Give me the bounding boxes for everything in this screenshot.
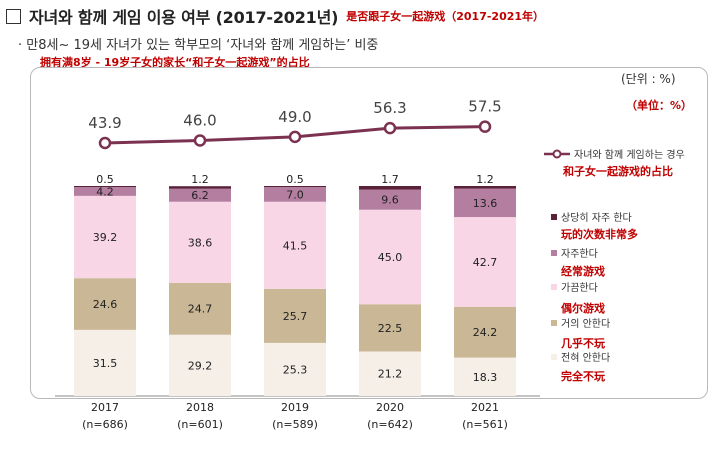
bar-segment-sometimes-2019: [264, 201, 326, 289]
legend-label-translation-often: 经常游戏: [561, 264, 605, 278]
x-sample-size-2019: (n=589): [272, 418, 318, 431]
data-label-never-2018: 29.2: [188, 359, 213, 372]
legend-line-label: 자녀와 함께 게임하는 경우: [574, 148, 685, 161]
data-label-rarely-2020: 22.5: [378, 322, 403, 335]
data-label-very_often-2020: 1.7: [381, 173, 399, 186]
legend-swatch-rarely: [551, 320, 557, 326]
chart-subtitle-text: 만8세~ 19세 자녀가 있는 학부모의 ‘자녀와 함께 게임하는’ 비중: [26, 38, 379, 53]
bar-segment-often-2021: [454, 188, 516, 218]
title-row: 자녀와 함께 게임 이용 여부 (2017-2021년) 是否跟子女一起游戏（2…: [6, 4, 544, 28]
bar-segment-sometimes-2020: [359, 209, 421, 305]
x-tick-label-2019: 2019: [281, 401, 309, 414]
checkbox-square-icon: [6, 8, 21, 24]
trend-label-2017: 43.9: [88, 114, 121, 132]
legend-label-never: 전혀 안한다: [561, 352, 610, 364]
data-label-very_often-2018: 1.2: [191, 173, 209, 186]
data-label-never-2021: 18.3: [473, 371, 498, 384]
bar-segment-never-2019: [264, 342, 326, 396]
data-label-sometimes-2021: 42.7: [473, 256, 498, 269]
trend-point-2018: [193, 134, 207, 147]
data-label-often-2017: 4.2: [96, 185, 114, 198]
legend-label-very_often: 상당히 자주 한다: [561, 212, 632, 224]
x-tick-label-2020: 2020: [376, 401, 404, 414]
legend-label-translation-never: 完全不玩: [561, 369, 605, 383]
bar-segment-very_often-2017: [74, 186, 136, 188]
bar-segment-sometimes-2018: [169, 201, 231, 283]
bar-segment-rarely-2021: [454, 306, 516, 358]
x-sample-size-2020: (n=642): [367, 418, 413, 431]
data-label-very_often-2021: 1.2: [476, 173, 494, 186]
data-label-sometimes-2017: 39.2: [93, 231, 118, 244]
bar-segment-rarely-2018: [169, 282, 231, 335]
bar-segment-very_often-2019: [264, 186, 326, 188]
trend-label-2021: 57.5: [468, 98, 501, 116]
data-label-rarely-2021: 24.2: [473, 326, 498, 339]
legend-line-label-translation: 和子女一起游戏的占比: [563, 164, 673, 178]
data-label-very_often-2017: 0.5: [96, 173, 114, 186]
trend-label-2020: 56.3: [373, 99, 406, 117]
legend-swatch-sometimes: [551, 284, 557, 290]
bar-segment-never-2020: [359, 351, 421, 396]
data-label-very_often-2019: 0.5: [286, 173, 304, 186]
trend-point-2020: [383, 121, 397, 135]
legend-swatch-never: [551, 354, 557, 360]
bar-segment-very_often-2018: [169, 186, 231, 189]
data-label-never-2020: 21.2: [378, 368, 403, 381]
data-label-rarely-2017: 24.6: [93, 298, 118, 311]
x-tick-label-2018: 2018: [186, 401, 214, 414]
data-label-sometimes-2020: 45.0: [378, 251, 403, 264]
x-tick-label-2021: 2021: [471, 401, 499, 414]
data-label-never-2019: 25.3: [283, 363, 308, 376]
bar-segment-rarely-2017: [74, 278, 136, 330]
unit-label-translation: （单位：%）: [626, 99, 693, 112]
data-label-sometimes-2018: 38.6: [188, 236, 213, 249]
data-label-often-2018: 6.2: [191, 189, 209, 202]
data-label-often-2021: 13.6: [473, 197, 498, 210]
bar-segment-rarely-2019: [264, 288, 326, 343]
x-sample-size-2017: (n=686): [82, 418, 128, 431]
chart-subtitle-translation: 拥有满8岁 - 19岁子女的家长“和子女一起游戏”的占比: [40, 56, 310, 69]
bar-segment-rarely-2020: [359, 304, 421, 352]
unit-label: (단위 : %): [621, 72, 676, 86]
legend-label-sometimes: 가끔한다: [561, 282, 598, 294]
legend-line-marker: [552, 149, 562, 159]
legend-label-rarely: 거의 안한다: [561, 318, 610, 330]
chart-title: 자녀와 함께 게임 이용 여부 (2017-2021년): [29, 8, 339, 27]
chart-title-translation: 是否跟子女一起游戏（2017-2021年）: [346, 10, 545, 23]
bar-segment-very_often-2021: [454, 186, 516, 189]
x-tick-label-2017: 2017: [91, 401, 119, 414]
legend-label-often: 자주한다: [561, 248, 598, 260]
legend-label-translation-rarely: 几乎不玩: [561, 336, 605, 350]
trend-point-2021: [478, 120, 492, 133]
legend-label-translation-very_often: 玩的次数非常多: [561, 227, 638, 241]
trend-point-2017: [98, 136, 112, 150]
data-label-rarely-2019: 25.7: [283, 310, 308, 323]
bar-segment-never-2018: [169, 334, 231, 396]
bar-segment-never-2017: [74, 329, 136, 396]
data-label-often-2019: 7.0: [286, 188, 304, 201]
trend-point-2019: [288, 130, 302, 144]
bar-segment-often-2017: [74, 187, 136, 196]
x-sample-size-2018: (n=601): [177, 418, 223, 431]
trend-label-2019: 49.0: [278, 108, 311, 126]
chart-subtitle: · 만8세~ 19세 자녀가 있는 학부모의 ‘자녀와 함께 게임하는’ 비중: [18, 34, 378, 53]
legend-swatch-very_often: [551, 214, 557, 220]
data-label-never-2017: 31.5: [93, 357, 118, 370]
bullet-icon: ·: [18, 38, 27, 53]
x-sample-size-2021: (n=561): [462, 418, 508, 431]
bar-segment-often-2019: [264, 187, 326, 202]
data-label-sometimes-2019: 41.5: [283, 239, 308, 252]
data-label-rarely-2018: 24.7: [188, 303, 213, 316]
bar-segment-very_often-2020: [359, 186, 421, 190]
bar-segment-never-2021: [454, 357, 516, 396]
data-label-often-2020: 9.6: [381, 194, 399, 207]
bar-segment-sometimes-2017: [74, 195, 136, 279]
bar-segment-sometimes-2021: [454, 217, 516, 307]
legend-label-translation-sometimes: 偶尔游戏: [561, 301, 605, 315]
bar-segment-often-2018: [169, 188, 231, 202]
bar-segment-often-2020: [359, 189, 421, 210]
legend-swatch-often: [551, 250, 557, 256]
trend-label-2018: 46.0: [183, 111, 216, 129]
